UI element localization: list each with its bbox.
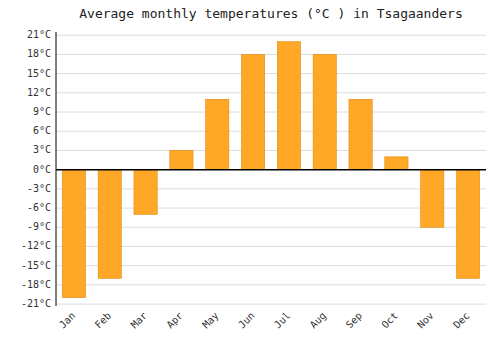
zero-line bbox=[56, 169, 486, 171]
x-axis: Jan Feb Mar Apr May Jun Jul Aug Sep Oct Nov Dec bbox=[57, 310, 472, 331]
y-tick-label: -6°C bbox=[27, 202, 51, 213]
y-tick-label: 12°C bbox=[27, 87, 51, 98]
y-tick-label: 18°C bbox=[27, 48, 51, 59]
y-tick-label: -12°C bbox=[21, 240, 51, 251]
y-tick-label: 9°C bbox=[33, 106, 51, 117]
x-tick-label: Jan bbox=[57, 310, 78, 331]
grid-line bbox=[56, 92, 486, 93]
y-tick-label: -21°C bbox=[21, 298, 51, 309]
chart-title: Average monthly temperatures (°C ) in Ts… bbox=[79, 6, 463, 21]
y-tick-label: 6°C bbox=[33, 125, 51, 136]
bar bbox=[349, 99, 372, 169]
y-tick-label: 21°C bbox=[27, 29, 51, 40]
y-tick-label: -18°C bbox=[21, 279, 51, 290]
x-tick-label: Aug bbox=[308, 310, 329, 331]
x-tick-label: Apr bbox=[164, 310, 185, 331]
bar bbox=[456, 170, 479, 279]
grid-line bbox=[56, 131, 486, 132]
y-tick-label: -3°C bbox=[27, 183, 51, 194]
bar bbox=[98, 170, 121, 279]
grid bbox=[56, 35, 486, 304]
chart-svg: Average monthly temperatures (°C ) in Ts… bbox=[0, 0, 500, 350]
x-tick-label: May bbox=[200, 310, 221, 331]
y-tick-label: 0°C bbox=[33, 164, 51, 175]
x-tick-label: Mar bbox=[129, 310, 150, 331]
y-tick-label: -9°C bbox=[27, 221, 51, 232]
grid-line bbox=[56, 54, 486, 55]
y-tick-label: -15°C bbox=[21, 260, 51, 271]
x-tick-label: Dec bbox=[451, 310, 472, 331]
y-axis: -21°C -18°C -15°C -12°C -9°C -6°C -3°C 0°C 3°C 6°… bbox=[21, 29, 56, 309]
grid-line bbox=[56, 304, 486, 305]
x-tick-label: Oct bbox=[379, 310, 400, 331]
chart-container: Average monthly temperatures (°C ) in Ts… bbox=[0, 0, 500, 350]
bar bbox=[62, 170, 85, 298]
bar bbox=[170, 150, 193, 169]
grid-line bbox=[56, 73, 486, 74]
x-tick-label: Feb bbox=[93, 310, 114, 331]
bar bbox=[277, 42, 300, 170]
x-tick-label: Jun bbox=[236, 310, 257, 331]
y-tick-label: 15°C bbox=[27, 68, 51, 79]
bar bbox=[385, 157, 408, 170]
grid-line bbox=[56, 112, 486, 113]
bar bbox=[241, 54, 264, 169]
grid-line bbox=[56, 35, 486, 36]
x-tick-label: Sep bbox=[344, 310, 365, 331]
bar bbox=[134, 170, 157, 215]
grid-line bbox=[56, 169, 486, 170]
grid-line bbox=[56, 284, 486, 285]
y-tick-label: 3°C bbox=[33, 144, 51, 155]
x-tick-label: Nov bbox=[415, 310, 436, 331]
bar bbox=[206, 99, 229, 169]
grid-line bbox=[56, 150, 486, 151]
x-tick-label: Jul bbox=[272, 310, 293, 331]
bar bbox=[421, 170, 444, 228]
bar bbox=[313, 54, 336, 169]
